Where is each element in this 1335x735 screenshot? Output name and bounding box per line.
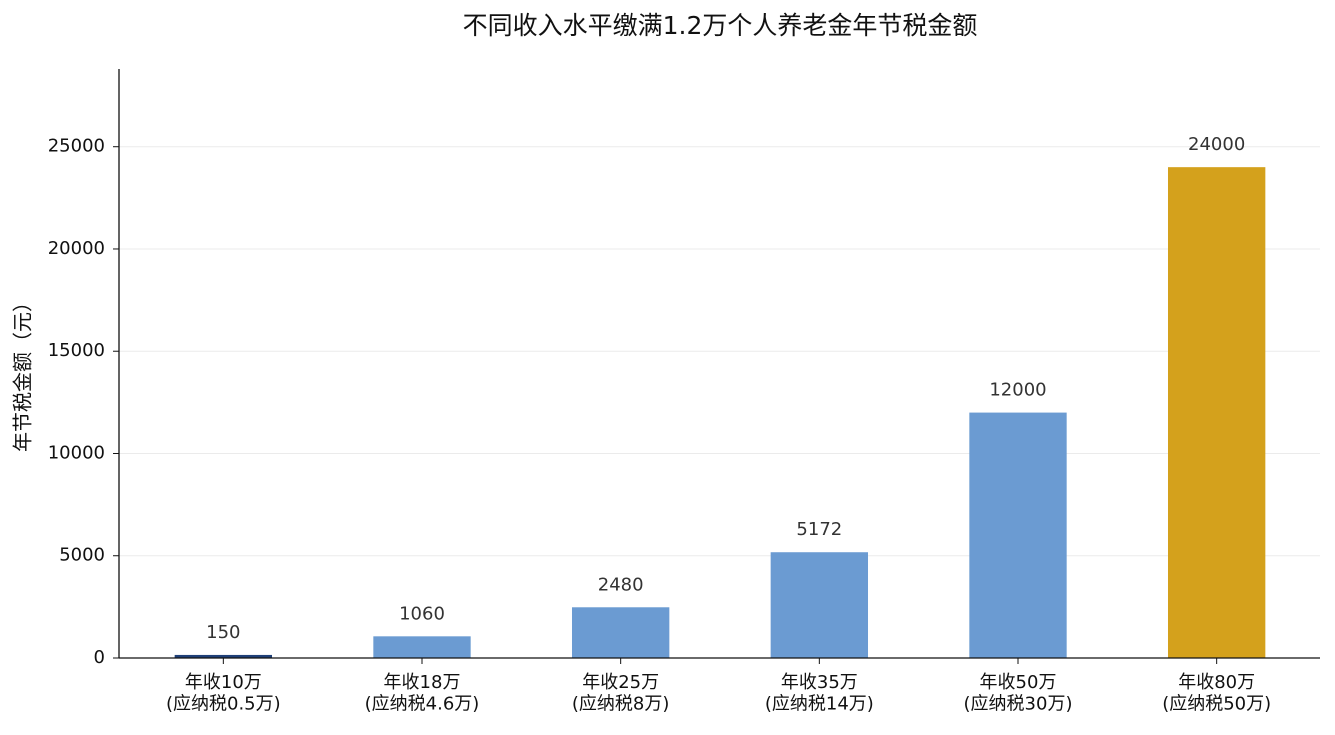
y-tick-label: 0: [94, 647, 105, 668]
chart-title: 不同收入水平缴满1.2万个人养老金年节税金额: [463, 11, 978, 40]
value-label: 1060: [399, 603, 445, 624]
value-label: 24000: [1188, 134, 1245, 155]
bar: [373, 636, 471, 658]
bar: [1167, 167, 1266, 658]
y-axis-label: 年节税金额（元）: [11, 292, 35, 452]
y-tick-label: 20000: [48, 238, 105, 259]
value-label: 5172: [796, 519, 842, 540]
y-tick-label: 25000: [48, 136, 105, 157]
x-tick-label: 年收35万(应纳税14万): [765, 672, 874, 715]
bar: [969, 412, 1067, 658]
y-tick-label: 15000: [48, 340, 105, 361]
x-tick-label: 年收50万(应纳税30万): [964, 672, 1073, 715]
bar: [571, 607, 670, 658]
y-tick-label: 10000: [48, 442, 105, 463]
x-tick-label: 年收18万(应纳税4.6万): [365, 672, 480, 715]
value-label: 150: [206, 622, 240, 643]
x-tick-label: 年收80万(应纳税50万): [1162, 672, 1271, 715]
value-label: 12000: [989, 380, 1046, 401]
y-tick-label: 5000: [59, 545, 105, 566]
x-tick-label: 年收10万(应纳税0.5万): [166, 672, 281, 715]
bar: [174, 654, 273, 658]
value-label: 2480: [598, 574, 644, 595]
bar: [770, 552, 869, 658]
x-tick-label: 年收25万(应纳税8万): [572, 672, 670, 715]
